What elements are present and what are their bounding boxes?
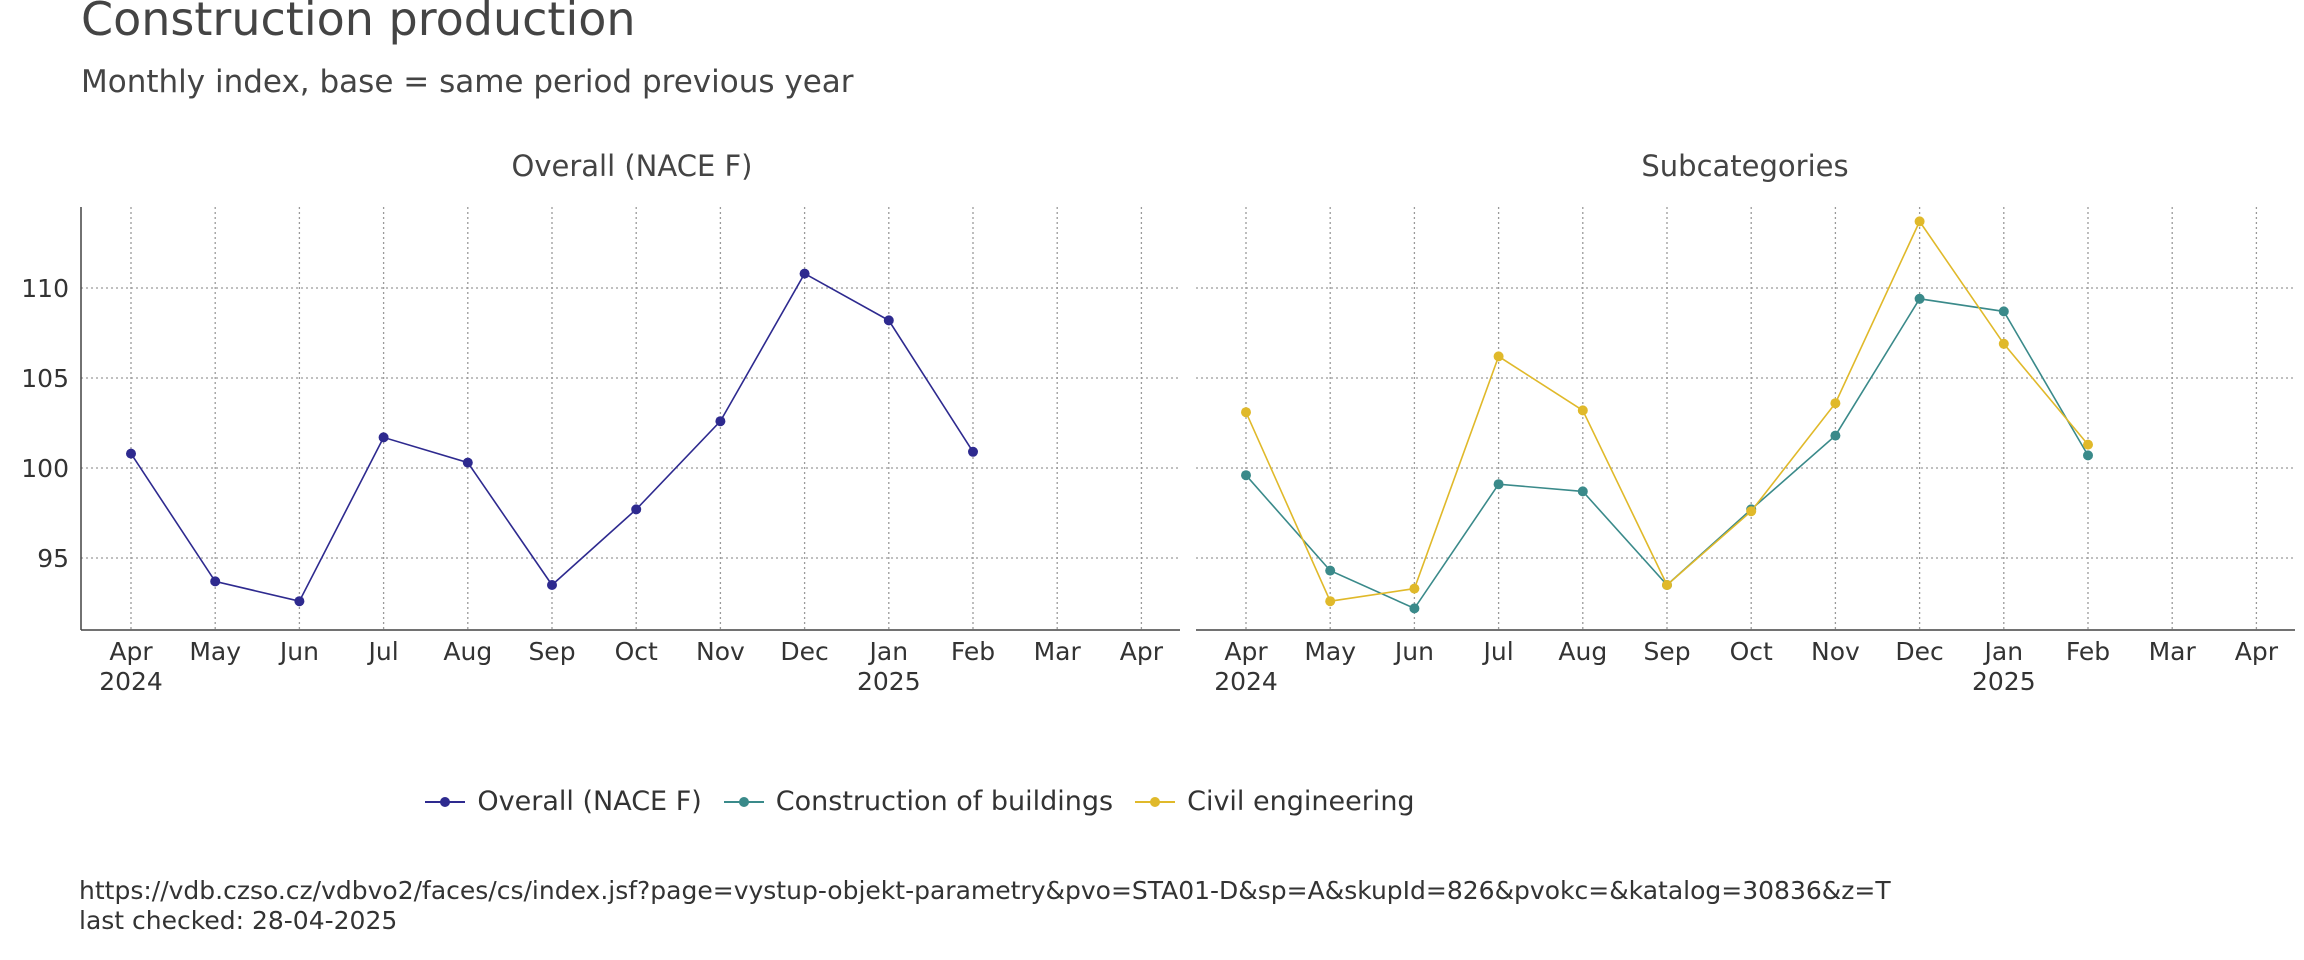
legend-label-buildings: Construction of buildings: [775, 786, 1114, 817]
data-point-civil-engineering: [2083, 439, 2093, 450]
data-point-construction-of-buildings: [1830, 430, 1841, 441]
x-tick-label: Sep: [1643, 637, 1690, 666]
data-point-civil-engineering: [1325, 596, 1336, 607]
data-point-overall-nace-f: [378, 432, 389, 443]
chart-area: Overall (NACE F) Subcategories 95 100 105 1…: [21, 149, 2295, 696]
legend-key-buildings: [723, 796, 764, 807]
data-point-civil-engineering: [1241, 407, 1251, 418]
y-tick-label: 100: [21, 454, 69, 483]
data-point-overall-nace-f: [126, 448, 136, 459]
panel-title-left: Overall (NACE F): [512, 149, 753, 183]
data-point-construction-of-buildings: [2083, 450, 2093, 461]
data-point-overall-nace-f: [799, 268, 810, 279]
data-point-overall-nace-f: [631, 504, 642, 515]
x-tick-label: May: [189, 637, 241, 666]
data-point-overall-nace-f: [294, 596, 305, 607]
x-tick-label: Oct: [615, 637, 658, 666]
legend-key-overall: [425, 796, 466, 807]
legend-key-civil: [1135, 796, 1176, 807]
data-point-overall-nace-f: [210, 576, 221, 587]
page-title: Construction production: [81, 0, 636, 46]
panel-title-right: Subcategories: [1641, 149, 1848, 183]
x-tick-label: Apr: [2235, 637, 2279, 666]
data-point-overall-nace-f: [968, 446, 978, 457]
x-tick-label: Aug: [443, 637, 492, 666]
x-tick-label: Jul: [1482, 637, 1514, 666]
legend-label-overall: Overall (NACE F): [477, 786, 702, 817]
x-tick-label: Mar: [2149, 637, 2197, 666]
x-tick-label: Jul: [367, 637, 399, 666]
data-point-construction-of-buildings: [1577, 486, 1588, 497]
legend-item-civil: Civil engineering: [1135, 786, 1415, 817]
data-point-construction-of-buildings: [1241, 470, 1251, 481]
data-point-civil-engineering: [1830, 398, 1841, 409]
x-tick-label: Apr: [109, 637, 153, 666]
page-subtitle: Monthly index, base = same period previo…: [81, 64, 854, 100]
caption: https://vdb.czso.cz/vdbvo2/faces/cs/inde…: [79, 876, 1891, 936]
data-point-construction-of-buildings: [1914, 293, 1925, 304]
x-tick-label: Mar: [1034, 637, 1082, 666]
x-tick-label: Feb: [951, 637, 995, 666]
x-tick-label: Apr: [1224, 637, 1268, 666]
last-checked: last checked: 28-04-2025: [79, 906, 398, 935]
data-point-civil-engineering: [1577, 405, 1588, 416]
x-tick-label: Aug: [1558, 637, 1607, 666]
x-tick-label: Nov: [1811, 637, 1860, 666]
data-point-civil-engineering: [1914, 216, 1925, 227]
x-tick-label: Feb: [2066, 637, 2110, 666]
x-tick-label: Jun: [1393, 637, 1434, 666]
y-tick-label: 110: [21, 274, 69, 303]
source-url: https://vdb.czso.cz/vdbvo2/faces/cs/inde…: [79, 876, 1891, 905]
y-tick-label: 95: [37, 544, 69, 573]
data-point-overall-nace-f: [715, 416, 726, 427]
x-tick-label: Jun: [278, 637, 319, 666]
x-tick-label: Jan: [1983, 637, 2024, 666]
x-tick-label: Dec: [1895, 637, 1943, 666]
data-point-civil-engineering: [1409, 583, 1420, 594]
x-tick-label: Nov: [696, 637, 745, 666]
data-point-civil-engineering: [1662, 580, 1672, 590]
data-point-civil-engineering: [1998, 338, 2009, 349]
data-point-overall-nace-f: [883, 315, 894, 326]
x-year-label: 2025: [857, 667, 921, 696]
data-point-construction-of-buildings: [1325, 565, 1336, 576]
legend: Overall (NACE F) Construction of buildin…: [0, 786, 1840, 817]
x-tick-label: Sep: [528, 637, 575, 666]
legend-item-overall: Overall (NACE F): [425, 786, 702, 817]
data-point-construction-of-buildings: [1998, 306, 2009, 317]
x-tick-label: Jan: [868, 637, 909, 666]
x-tick-label: Apr: [1120, 637, 1164, 666]
x-tick-label: Dec: [780, 637, 828, 666]
x-tick-label: Oct: [1730, 637, 1773, 666]
panel-subcategories: Apr May Jun Jul Aug Sep Oct Nov Dec Jan Feb Mar Apr2…: [1196, 207, 2295, 696]
x-year-label: 2024: [99, 667, 163, 696]
legend-item-buildings: Construction of buildings: [723, 786, 1114, 817]
data-point-overall-nace-f: [462, 457, 473, 468]
data-point-construction-of-buildings: [1409, 603, 1420, 614]
x-year-label: 2024: [1214, 667, 1278, 696]
data-point-construction-of-buildings: [1493, 479, 1504, 490]
data-point-overall-nace-f: [547, 580, 557, 590]
x-year-label: 2025: [1972, 667, 2036, 696]
legend-label-civil: Civil engineering: [1187, 786, 1415, 817]
data-point-civil-engineering: [1746, 506, 1757, 517]
y-tick-label: 105: [21, 364, 69, 393]
panel-overall: 95 100 105 110 Apr May Jun Jul Aug Sep Oct Nov Dec Ja…: [21, 207, 1180, 696]
data-point-civil-engineering: [1493, 351, 1504, 362]
x-tick-label: May: [1304, 637, 1356, 666]
